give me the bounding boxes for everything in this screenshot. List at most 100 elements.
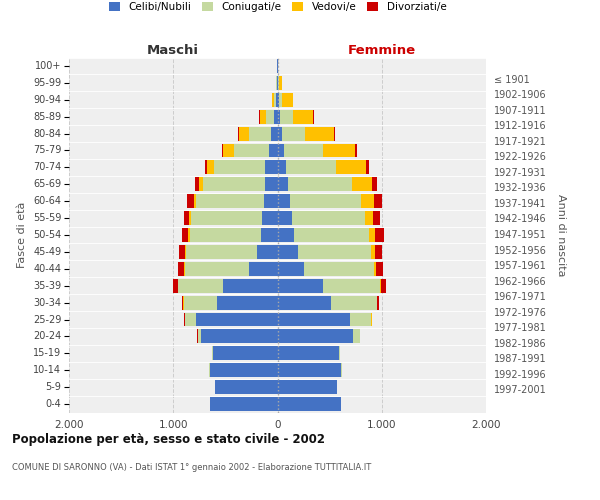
Bar	[323, 144, 355, 158]
Bar	[292, 211, 365, 225]
Bar	[277, 228, 294, 242]
Bar	[277, 194, 290, 208]
Bar	[223, 279, 277, 292]
Bar	[334, 126, 335, 140]
Y-axis label: Anni di nascita: Anni di nascita	[556, 194, 566, 276]
Bar	[269, 144, 277, 158]
Bar	[199, 178, 203, 191]
Bar	[214, 160, 265, 174]
Bar	[186, 245, 257, 259]
Y-axis label: Fasce di età: Fasce di età	[17, 202, 28, 268]
Bar	[277, 178, 288, 191]
Bar	[288, 178, 352, 191]
Bar	[336, 160, 366, 174]
Bar	[352, 178, 373, 191]
Bar	[298, 245, 371, 259]
Bar	[277, 262, 304, 276]
Bar	[217, 296, 277, 310]
Bar	[294, 228, 369, 242]
Bar	[250, 126, 271, 140]
Bar	[376, 228, 384, 242]
Bar	[182, 296, 183, 310]
Bar	[277, 160, 286, 174]
Bar	[185, 262, 250, 276]
Bar	[350, 312, 371, 326]
Bar	[260, 110, 266, 124]
Bar	[373, 178, 377, 191]
Bar	[184, 296, 217, 310]
Bar	[203, 178, 265, 191]
Bar	[277, 144, 284, 158]
Bar	[188, 228, 190, 242]
Bar	[279, 93, 282, 106]
Bar	[277, 364, 341, 377]
Bar	[280, 110, 293, 124]
Bar	[271, 126, 277, 140]
Bar	[198, 330, 202, 344]
Bar	[369, 228, 376, 242]
Bar	[196, 194, 264, 208]
Bar	[371, 245, 375, 259]
Bar	[261, 228, 277, 242]
Bar	[277, 93, 279, 106]
Bar	[353, 330, 360, 344]
Legend: Celibi/Nubili, Coniugati/e, Vedovi/e, Divorziati/e: Celibi/Nubili, Coniugati/e, Vedovi/e, Di…	[109, 2, 446, 12]
Text: Popolazione per età, sesso e stato civile - 2002: Popolazione per età, sesso e stato civil…	[12, 432, 325, 446]
Bar	[173, 279, 178, 292]
Bar	[274, 93, 276, 106]
Bar	[178, 262, 184, 276]
Bar	[202, 330, 277, 344]
Bar	[184, 262, 185, 276]
Bar	[238, 126, 239, 140]
Bar	[278, 76, 279, 90]
Text: Femmine: Femmine	[347, 44, 416, 58]
Bar	[239, 126, 250, 140]
Bar	[374, 262, 376, 276]
Bar	[178, 279, 223, 292]
Bar	[210, 364, 277, 377]
Bar	[304, 262, 374, 276]
Bar	[282, 93, 293, 106]
Bar	[277, 397, 341, 411]
Bar	[223, 144, 234, 158]
Bar	[274, 110, 277, 124]
Bar	[187, 194, 194, 208]
Bar	[355, 144, 357, 158]
Bar	[262, 211, 277, 225]
Bar	[305, 126, 334, 140]
Bar	[366, 160, 369, 174]
Bar	[277, 126, 281, 140]
Bar	[210, 397, 277, 411]
Bar	[277, 110, 280, 124]
Bar	[277, 312, 350, 326]
Bar	[375, 245, 382, 259]
Bar	[272, 93, 274, 106]
Bar	[222, 144, 223, 158]
Bar	[377, 296, 379, 310]
Bar	[374, 194, 382, 208]
Bar	[279, 76, 282, 90]
Bar	[286, 160, 336, 174]
Bar	[234, 144, 269, 158]
Bar	[276, 93, 277, 106]
Bar	[250, 262, 277, 276]
Bar	[281, 126, 305, 140]
Bar	[182, 228, 188, 242]
Bar	[179, 245, 185, 259]
Bar	[265, 178, 277, 191]
Bar	[185, 312, 196, 326]
Bar	[213, 346, 277, 360]
Bar	[277, 279, 323, 292]
Bar	[215, 380, 277, 394]
Bar	[293, 110, 313, 124]
Bar	[206, 160, 214, 174]
Bar	[277, 380, 337, 394]
Bar	[361, 194, 374, 208]
Bar	[191, 211, 262, 225]
Bar	[277, 296, 331, 310]
Bar	[277, 211, 292, 225]
Text: Maschi: Maschi	[147, 44, 199, 58]
Bar	[190, 211, 191, 225]
Bar	[277, 346, 339, 360]
Bar	[373, 211, 380, 225]
